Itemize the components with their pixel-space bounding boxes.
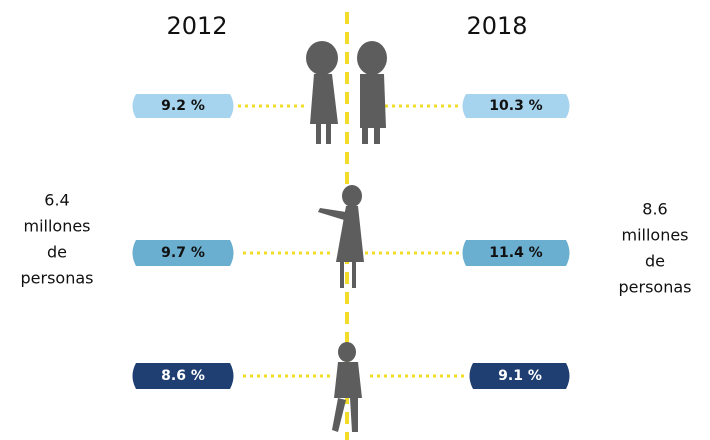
pill: 9.2 % bbox=[133, 94, 234, 118]
right-total: 8.6 bbox=[642, 200, 667, 219]
right-value: 10.3 % bbox=[489, 98, 542, 114]
pill: 11.4 % bbox=[463, 240, 570, 266]
right-value: 9.1 % bbox=[498, 368, 542, 384]
left-total: personas bbox=[21, 269, 94, 288]
right-total: de bbox=[645, 252, 665, 271]
left-value: 8.6 % bbox=[161, 368, 205, 384]
left-value: 9.2 % bbox=[161, 98, 205, 114]
pill: 10.3 % bbox=[463, 94, 570, 118]
girl-silhouette bbox=[318, 185, 364, 288]
left-total: de bbox=[47, 243, 67, 262]
pill: 9.7 % bbox=[133, 240, 234, 266]
pill: 9.1 % bbox=[470, 363, 570, 389]
right-total: personas bbox=[619, 278, 692, 297]
year-right: 2018 bbox=[466, 12, 527, 40]
infographic: 2012 2018 9.2 % 10.3 % 9.7 % 11.4 % 8.6 … bbox=[0, 0, 710, 440]
right-value: 11.4 % bbox=[489, 245, 542, 261]
left-total: millones bbox=[23, 217, 90, 236]
pill: 8.6 % bbox=[133, 363, 234, 389]
left-total: 6.4 bbox=[44, 191, 69, 210]
left-value: 9.7 % bbox=[161, 245, 205, 261]
year-left: 2012 bbox=[166, 12, 227, 40]
right-total: millones bbox=[621, 226, 688, 245]
